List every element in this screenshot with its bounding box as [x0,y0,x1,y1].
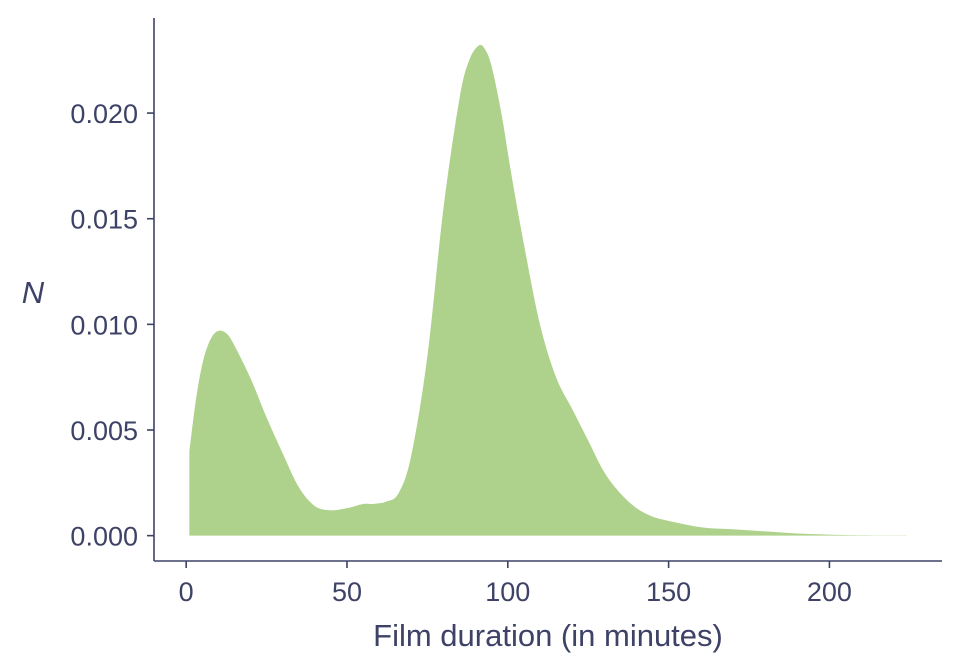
density-area-layer [189,44,907,536]
y-tick-label: 0.005 [70,416,138,446]
x-tick-label: 150 [646,577,691,607]
density-area [189,44,907,536]
x-tick-label: 200 [807,577,852,607]
y-tick-label: 0.020 [70,99,138,129]
x-axis-title: Film duration (in minutes) [373,618,723,653]
x-tick-label: 50 [332,577,362,607]
labels-layer: 0.000 0.005 0.010 0.015 0.020 0 50 100 150 200 [70,99,852,607]
x-tick-label: 0 [179,577,194,607]
y-tick-label: 0.010 [70,310,138,340]
y-axis-title: N [22,275,45,310]
axes-layer [147,18,942,568]
y-tick-label: 0.015 [70,205,138,235]
x-tick-label: 100 [485,577,530,607]
y-tick-label: 0.000 [70,522,138,552]
